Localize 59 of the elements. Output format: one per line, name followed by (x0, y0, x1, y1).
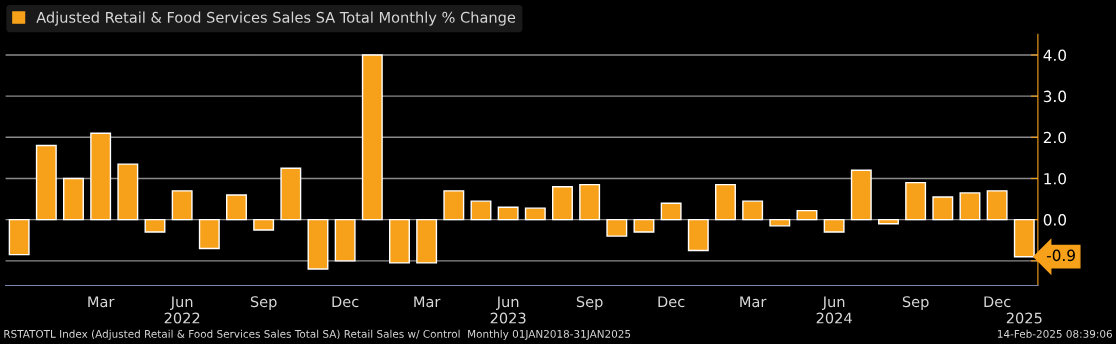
bar (443, 190, 465, 221)
bar (63, 177, 84, 221)
x-tick-label: Jun 2023 (490, 296, 526, 324)
y-tick-label: 2.0 (1043, 131, 1067, 144)
bar (660, 202, 682, 221)
bar (823, 218, 845, 233)
bar (633, 218, 655, 233)
bar (796, 209, 818, 221)
bar (307, 218, 329, 270)
bar (117, 163, 139, 221)
bar (334, 218, 356, 262)
legend-label: Adjusted Retail & Food Services Sales SA Total Monthly % Change (36, 11, 516, 26)
bar (253, 218, 275, 231)
bar (932, 196, 954, 221)
bar (361, 54, 383, 221)
bar (905, 181, 927, 221)
x-tick-label: Sep (576, 296, 603, 311)
bar (416, 218, 438, 264)
x-tick-label: 2025 (1006, 312, 1042, 324)
x-tick-label: Sep (902, 296, 929, 311)
y-tick-label: 4.0 (1043, 49, 1067, 62)
x-tick-label: Dec (984, 296, 1011, 308)
bar (470, 200, 492, 221)
x-tick-label: Mar (88, 296, 115, 308)
bar (90, 132, 112, 221)
bar (769, 218, 791, 227)
bar (497, 206, 519, 221)
annotation: -0.9 (1046, 249, 1075, 262)
bar (144, 218, 166, 233)
bar (8, 218, 30, 256)
x-tick-label: Mar (740, 296, 767, 308)
x-tick-label: Jun 2024 (816, 296, 852, 324)
x-tick-label: Dec (658, 296, 685, 308)
bar (687, 218, 709, 252)
y-tick-label: 3.0 (1043, 90, 1067, 103)
x-tick-label: Jun 2022 (164, 296, 200, 324)
bar (877, 218, 899, 225)
bar (552, 186, 573, 221)
x-tick-label: Dec (332, 296, 359, 308)
bar (226, 194, 247, 221)
bar (524, 207, 546, 221)
text: 14-Feb-2025 08:39:06 (997, 329, 1112, 338)
bar (171, 190, 193, 221)
bar (714, 183, 736, 221)
bar (35, 144, 57, 221)
x-tick-label: Mar (414, 296, 441, 308)
bar (280, 167, 302, 221)
text: RSTATOTL Index (Adjusted Retail & Food Services Sales Total SA) Retail Sales w/ Control Monthly 01JAN2018-31JAN2025 (4, 329, 631, 340)
bar (389, 218, 410, 264)
bar (198, 218, 220, 250)
bar (986, 190, 1008, 221)
bar (850, 169, 872, 221)
bar (606, 218, 628, 237)
bar (579, 183, 601, 221)
y-tick-label: 0.0 (1043, 214, 1067, 226)
bar (959, 192, 981, 221)
y-tick-label: 1.0 (1044, 172, 1067, 185)
x-tick-label: Sep (250, 296, 277, 311)
bar (742, 200, 764, 221)
